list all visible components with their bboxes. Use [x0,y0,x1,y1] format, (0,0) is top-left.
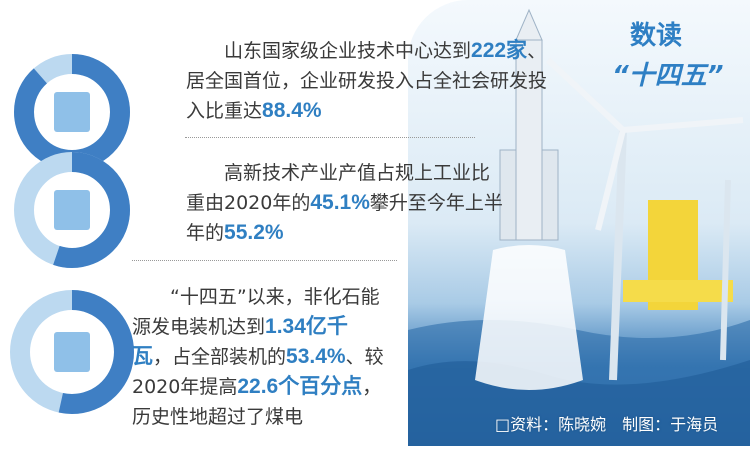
text: 居全国首位，企业研发投入占全社会研发投 [186,70,548,92]
highlight-value: 222家 [471,39,528,62]
header-subtitle: “十四五” [612,61,724,91]
stat-3-text: “十四五”以来，非化石能 源发电装机达到1.34亿千 瓦，占全部装机的53.4%… [132,282,384,432]
text: 攀升至今年上半 [369,192,503,214]
text: 2020年提高 [132,376,238,398]
text: 高新技术产业产值占规上工业比 [224,162,491,184]
text: 源发电装机达到 [132,316,266,338]
scene-art [408,8,750,446]
text: ，占全部装机的 [153,346,287,368]
power-tower-icon [54,332,90,372]
donut-value-arc [14,152,130,268]
text: 、较 [345,346,384,368]
highlight-value: 55.2% [224,221,284,244]
header-title: 数读 [630,21,683,51]
building-icon [54,92,90,132]
text: “十四五”以来，非化石能 [170,286,380,308]
text: ， [362,376,382,398]
highlight-value: 53.4% [286,345,346,368]
highlight-value: 1.34亿千 [265,315,348,338]
text: 山东国家级企业技术中心达到 [224,40,472,62]
text: 入比重达 [186,100,263,122]
highlight-value: 45.1% [310,191,370,214]
text: 、 [527,40,547,62]
credit: □资料：陈晓婉 制图：于海员 [495,415,719,434]
highlight-value: 88.4% [262,99,322,122]
text: 历史性地超过了煤电 [132,406,304,428]
donut-rings [10,54,134,414]
divider [132,260,397,261]
chip-icon [54,190,90,230]
stat-2-text: 高新技术产业产值占规上工业比 重由2020年的45.1%攀升至今年上半 年的55… [186,158,503,248]
highlight-value: 22.6个百分点 [237,375,363,398]
text: 年的 [186,222,225,244]
stat-1-text: 山东国家级企业技术中心达到222家、 居全国首位，企业研发投入占全社会研发投 入… [186,36,547,126]
donut-value-arc [10,290,134,414]
rocket-wind-turbine-illustration [408,0,750,446]
divider [185,137,475,138]
text: 重由2020年的 [186,192,311,214]
highlight-value: 瓦 [132,345,153,368]
